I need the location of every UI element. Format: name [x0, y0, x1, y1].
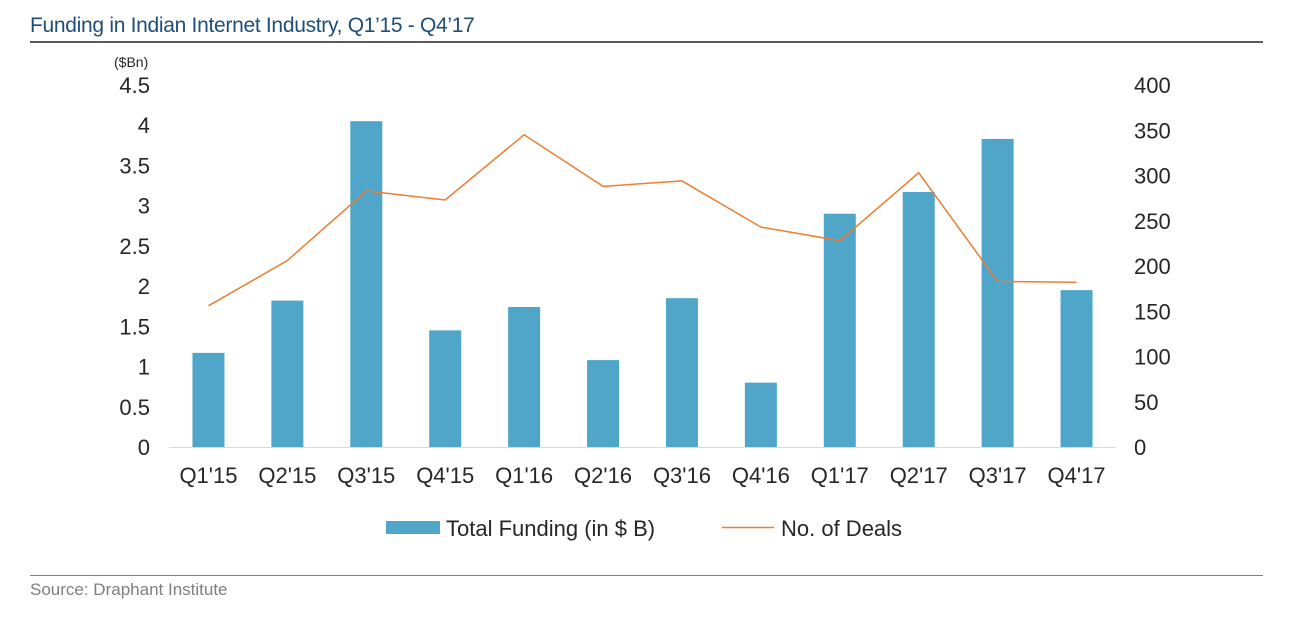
chart-title: Funding in Indian Internet Industry, Q1’… [30, 14, 475, 37]
y-left-tick-label: 1.5 [119, 314, 150, 339]
funding-bar [271, 300, 304, 447]
x-tick-label: Q1'17 [811, 463, 869, 488]
y-right-tick-label: 200 [1134, 254, 1171, 279]
funding-bar [350, 121, 383, 447]
x-tick-label: Q4'15 [416, 463, 474, 488]
funding-bar [744, 382, 777, 447]
x-tick-label: Q1'16 [495, 463, 553, 488]
y-left-tick-label: 4.5 [119, 73, 150, 98]
x-tick-label: Q2'17 [890, 463, 948, 488]
y-left-unit-label: ($Bn) [114, 54, 148, 70]
y-right-tick-label: 100 [1134, 345, 1171, 370]
y-left-tick-label: 0 [138, 435, 150, 460]
y-right-tick-label: 350 [1134, 118, 1171, 143]
funding-bar [508, 307, 541, 447]
y-left-tick-label: 0.5 [119, 395, 150, 420]
y-right-tick-label: 400 [1134, 73, 1171, 98]
x-tick-label: Q4'16 [732, 463, 790, 488]
source-note: Source: Draphant Institute [30, 580, 228, 599]
y-left-tick-label: 2.5 [119, 234, 150, 259]
title-divider [30, 41, 1263, 43]
y-left-tick-label: 2 [138, 274, 150, 299]
combo-chart: 0 0.5 1 1.5 2 2.5 3 3.5 4 4.5 ($Bn) 0 50 100 150 200 250… [114, 54, 1171, 541]
y-right-tick-label: 150 [1134, 299, 1171, 324]
funding-bar [429, 330, 462, 447]
x-tick-label: Q1'15 [179, 463, 237, 488]
footer-divider [30, 575, 1263, 576]
funding-bar [665, 298, 698, 447]
legend-label-deals: No. of Deals [781, 516, 902, 541]
y-left-tick-label: 1 [138, 355, 150, 380]
funding-bar [1060, 290, 1093, 447]
x-tick-label: Q3'15 [337, 463, 395, 488]
legend-label-funding: Total Funding (in $ B) [446, 516, 655, 541]
y-right-tick-label: 300 [1134, 164, 1171, 189]
x-tick-label: Q3'16 [653, 463, 711, 488]
y-left-tick-label: 4 [138, 113, 150, 138]
y-right-tick-label: 250 [1134, 209, 1171, 234]
funding-bar [192, 352, 225, 447]
x-tick-label: Q2'16 [574, 463, 632, 488]
x-tick-label: Q3'17 [969, 463, 1027, 488]
y-right-tick-label: 50 [1134, 390, 1158, 415]
deals-line [208, 133, 1077, 307]
x-tick-label: Q2'15 [258, 463, 316, 488]
y-right-tick-label: 0 [1134, 435, 1146, 460]
y-left-tick-label: 3 [138, 194, 150, 219]
funding-bar [902, 191, 935, 447]
funding-bar [587, 360, 620, 447]
funding-bar [981, 138, 1014, 448]
legend-swatch-funding [386, 521, 440, 534]
x-tick-label: Q4'17 [1048, 463, 1106, 488]
funding-bar [823, 213, 856, 447]
y-left-tick-label: 3.5 [119, 153, 150, 178]
